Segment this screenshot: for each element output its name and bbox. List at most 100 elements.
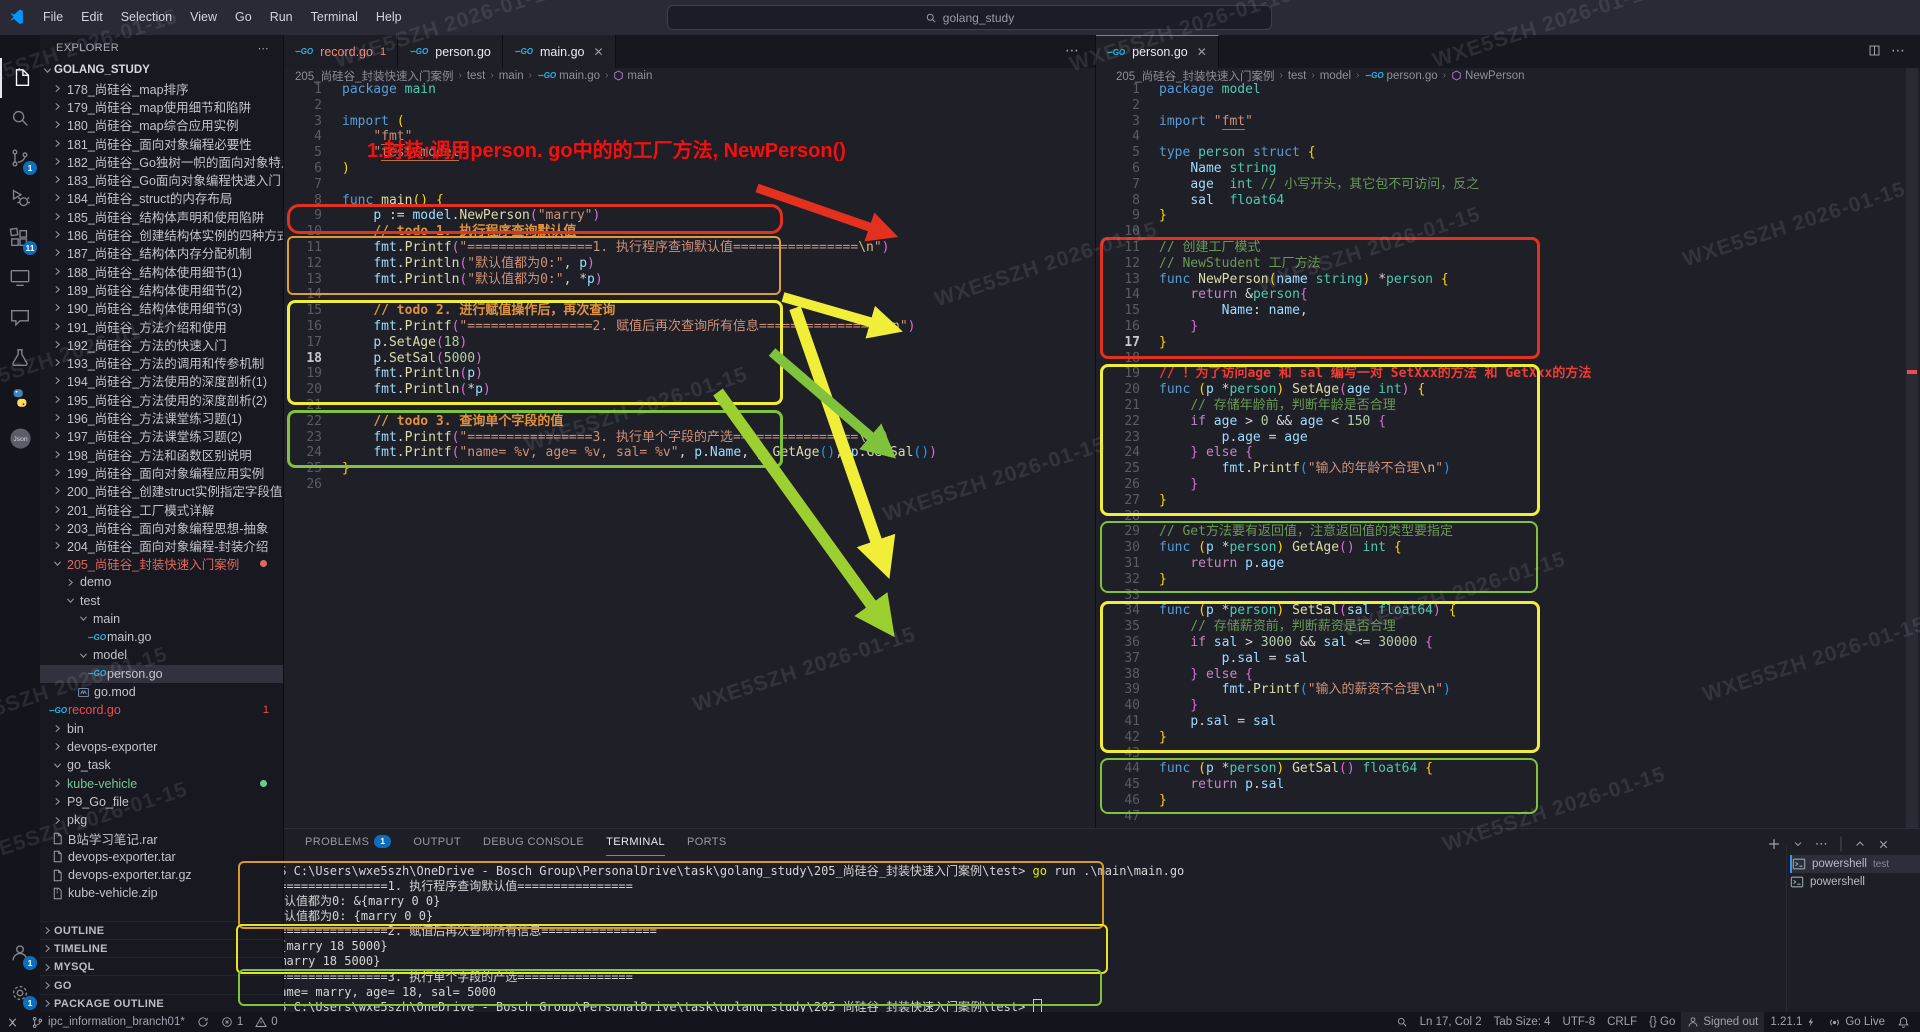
code-line[interactable]: 3 import "fmt" — [1132, 113, 1253, 130]
tree-item[interactable]: 179_尚硅谷_map使用细节和陷阱 — [40, 97, 283, 115]
tree-item[interactable]: go.mod — [40, 683, 283, 701]
code-line[interactable]: 23 p.age = age — [1124, 429, 1308, 445]
code-line[interactable]: 32} — [1124, 571, 1167, 587]
menu-view[interactable]: View — [190, 10, 218, 24]
code-line[interactable]: 10 // todo 1. 执行程序查询默认值 — [306, 224, 577, 240]
code-line[interactable]: 18 — [1124, 350, 1140, 366]
code-line[interactable]: 14 — [306, 287, 322, 303]
tree-item[interactable]: go_task — [40, 756, 283, 774]
code-line[interactable]: 6 Name string — [1132, 161, 1277, 176]
code-line[interactable]: 27} — [1124, 492, 1167, 508]
tree-item[interactable]: 180_尚硅谷_map综合应用实例 — [40, 116, 283, 134]
go-live-icon[interactable]: Go Live — [1822, 1012, 1891, 1032]
code-line[interactable]: 22 // todo 3. 查询单个字段的值 — [306, 413, 564, 429]
tree-item[interactable]: pkg — [40, 811, 283, 829]
code-line[interactable]: 35 // 存储薪资前，判断薪资是否合理 — [1124, 619, 1396, 635]
tree-item[interactable]: 195_尚硅谷_方法使用的深度剖析(2) — [40, 390, 283, 408]
panel-more-icon[interactable]: ⋯ — [1814, 836, 1828, 851]
tab-main.go[interactable]: ∽GO main.go ✕ — [502, 35, 616, 68]
code-line[interactable]: 37 p.sal = sal — [1124, 650, 1308, 666]
source-control-icon[interactable]: 1 — [0, 138, 40, 178]
notifications-icon[interactable] — [1891, 1012, 1916, 1032]
terminal-dropdown-icon[interactable] — [1792, 838, 1804, 850]
code-line[interactable]: 46} — [1124, 793, 1167, 808]
tree-item[interactable]: ∽GO record.go 1 — [47, 703, 269, 718]
section-timeline[interactable]: TIMELINE — [40, 938, 283, 958]
command-center-search[interactable]: golang_study — [667, 5, 1272, 30]
tree-item[interactable]: 205_尚硅谷_封装快速入门案例 — [40, 555, 283, 573]
code-line[interactable]: 24 } else { — [1124, 445, 1253, 461]
tree-item[interactable]: 199_尚硅谷_面向对象编程应用实例 — [40, 463, 283, 481]
code-line[interactable]: 11// 创建工厂模式 — [1124, 240, 1261, 255]
code-line[interactable]: 6) — [314, 161, 350, 176]
tree-item[interactable]: B站学习笔记.rar — [40, 829, 283, 847]
code-line[interactable]: 25} — [306, 461, 350, 477]
new-terminal-icon[interactable] — [1767, 837, 1781, 851]
code-line[interactable]: 5 type person struct { — [1132, 145, 1316, 161]
code-line[interactable]: 40 } — [1124, 698, 1199, 714]
close-panel-icon[interactable] — [1877, 838, 1890, 851]
code-line[interactable]: 21 // 存储年龄前，判断年龄是否合理 — [1124, 398, 1396, 413]
tree-item[interactable]: 178_尚硅谷_map排序 — [40, 79, 283, 97]
code-line[interactable]: 33 — [1124, 587, 1140, 603]
code-line[interactable]: 20 fmt.Println(*p) — [306, 382, 491, 398]
code-line[interactable]: 3 import ( — [314, 113, 405, 129]
editor-more-icon[interactable]: ⋯ — [1891, 42, 1905, 58]
account-icon[interactable]: 1 — [0, 933, 40, 973]
code-line[interactable]: 16 fmt.Printf("================2. 赋值后再次查… — [306, 319, 916, 334]
code-line[interactable]: 34 func (p *person) SetSal(sal float64) { — [1124, 603, 1457, 619]
code-line[interactable]: 22 if age > 0 && age < 150 { — [1124, 413, 1387, 429]
remote-icon[interactable] — [0, 1012, 25, 1032]
code-line[interactable]: 29// Get方法要有返回值，注意返回值的类型要指定 — [1124, 524, 1453, 540]
panel-tab-ports[interactable]: PORTS — [686, 835, 727, 848]
code-line[interactable]: 38 } else { — [1124, 666, 1253, 682]
tree-item[interactable]: 184_尚硅谷_struct的内存布局 — [40, 189, 283, 207]
tree-item[interactable]: kube-vehicle.zip — [40, 884, 283, 902]
code-line[interactable]: 26 — [306, 477, 322, 492]
section-outline[interactable]: OUTLINE — [40, 920, 283, 940]
extensions-icon[interactable]: 11 — [0, 218, 40, 258]
testing-flask-icon[interactable] — [0, 338, 40, 378]
tree-item[interactable]: 197_尚硅谷_方法课堂练习题(2) — [40, 427, 283, 445]
code-line[interactable]: 23 fmt.Printf("================3. 执行单个字段… — [306, 429, 890, 445]
status-item[interactable]: CRLF — [1607, 1016, 1638, 1028]
code-line[interactable]: 20 func (p *person) SetAge(age int) { — [1124, 382, 1426, 398]
code-line[interactable]: 5 "test/model" — [314, 145, 468, 162]
status-item[interactable]: UTF-8 — [1562, 1016, 1596, 1028]
tree-item[interactable]: 190_尚硅谷_结构体使用细节(3) — [40, 299, 283, 317]
tree-item[interactable]: devops-exporter.tar — [40, 848, 283, 866]
python-icon[interactable] — [0, 378, 40, 418]
signed-out-icon[interactable]: Signed out — [1681, 1012, 1765, 1032]
menu-help[interactable]: Help — [375, 10, 402, 24]
code-line[interactable]: 1 package main — [314, 82, 436, 97]
code-line[interactable]: 26 } — [1124, 477, 1199, 492]
code-line[interactable]: 15 // todo 2. 进行赋值操作后，再次查询 — [306, 303, 616, 319]
tree-item[interactable]: test — [40, 591, 283, 609]
close-tab-icon[interactable]: ✕ — [593, 44, 604, 59]
code-line[interactable]: 17} — [1124, 334, 1167, 350]
code-line[interactable]: 17 p.SetAge(18) — [306, 334, 468, 350]
terminal-list-item[interactable]: powershell — [1790, 873, 1918, 891]
split-editor-icon[interactable] — [1868, 44, 1881, 57]
code-line[interactable]: 7 age int // 小写开头，其它包不可访问，反之 — [1132, 176, 1480, 192]
code-line[interactable]: 12// NewStudent 工厂方法 — [1124, 255, 1321, 271]
run-debug-icon[interactable] — [0, 178, 40, 218]
explorer-more-icon[interactable]: ⋯ — [257, 42, 269, 55]
code-line[interactable]: 18 p.SetSal(5000) — [306, 350, 483, 366]
code-line[interactable]: 7 — [314, 176, 322, 192]
tree-item[interactable]: 201_尚硅谷_工厂模式详解 — [40, 500, 283, 518]
tab-person.go[interactable]: ∽GO person.go ✕ — [1095, 35, 1219, 68]
tab-record.go[interactable]: ∽GO record.go 1 — [283, 35, 399, 68]
code-line[interactable]: 12 fmt.Println("默认值都为0:", p) — [306, 255, 595, 271]
code-line[interactable]: 4 "fmt" — [314, 129, 413, 146]
panel-tab-problems[interactable]: PROBLEMS 1 — [305, 829, 392, 856]
tree-item[interactable]: 188_尚硅谷_结构体使用细节(1) — [40, 262, 283, 280]
menu-file[interactable]: File — [43, 10, 64, 24]
zoom-status-icon[interactable] — [1390, 1012, 1414, 1032]
tree-item[interactable]: devops-exporter.tar.gz — [40, 866, 283, 884]
panel-tab-debug-console[interactable]: DEBUG CONSOLE — [482, 835, 585, 848]
tree-item[interactable]: model — [40, 646, 283, 664]
comments-icon[interactable] — [0, 298, 40, 338]
status-item[interactable]: Ln 17, Col 2 — [1419, 1016, 1482, 1028]
errors-icon[interactable]: 1 — [215, 1012, 249, 1032]
